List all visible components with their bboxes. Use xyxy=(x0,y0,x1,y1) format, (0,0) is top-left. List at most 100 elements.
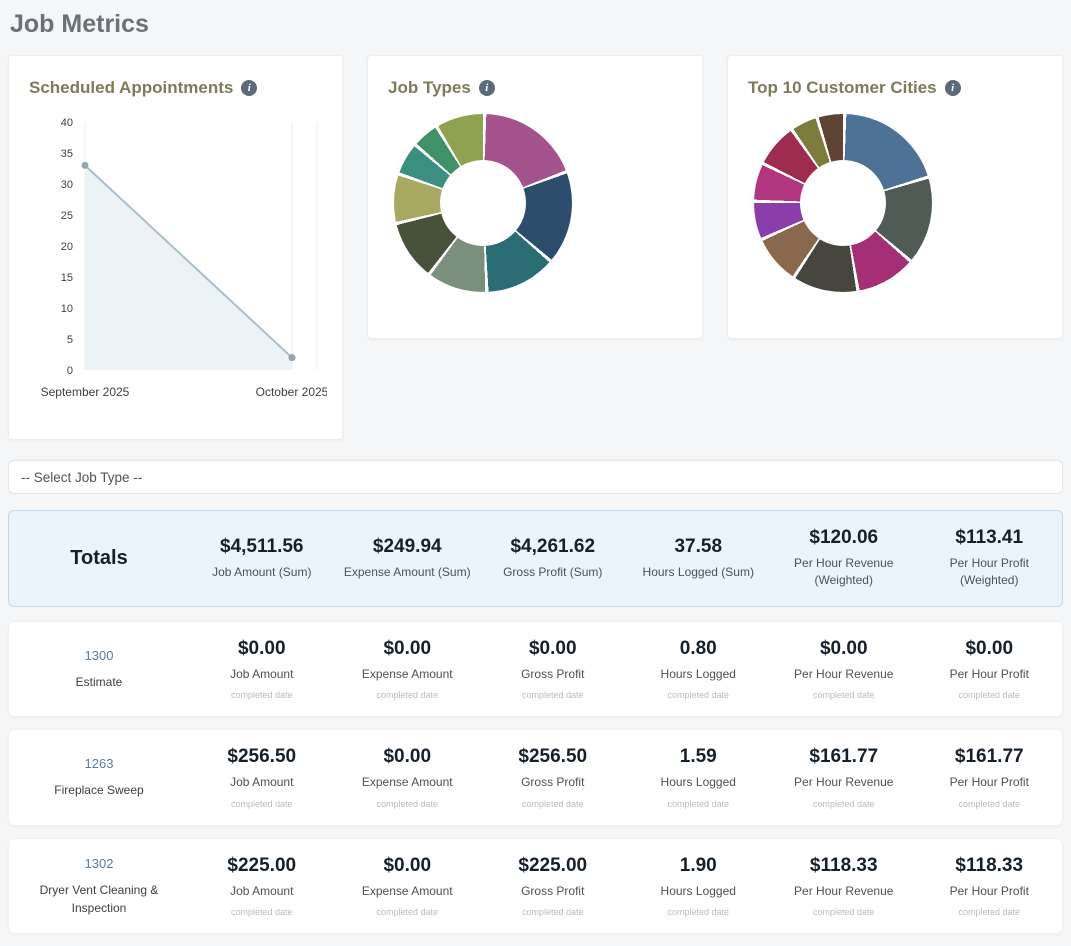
info-icon[interactable]: i xyxy=(478,80,495,96)
row-metric: $161.77 Per Hour Profit completed date xyxy=(917,746,1063,808)
metric-value: $113.41 xyxy=(955,527,1024,548)
job-number-link[interactable]: 1263 xyxy=(84,756,114,772)
metric-value: $0.00 xyxy=(528,637,577,659)
totals-label: Totals xyxy=(70,546,128,569)
metric-value: 1.90 xyxy=(679,854,717,876)
job-types-card: Job Types i xyxy=(367,55,703,339)
metric-value: $256.50 xyxy=(227,746,297,768)
metric-label: Hours Logged xyxy=(660,666,736,681)
job-number-link[interactable]: 1302 xyxy=(84,855,114,871)
metric-sub-label: completed date xyxy=(376,690,439,701)
row-metric: $0.00 Job Amount completed date xyxy=(189,638,335,700)
metric-value: 0.80 xyxy=(679,637,717,659)
metric-sub-label: completed date xyxy=(521,690,584,701)
table-row: 1263 Fireplace Sweep $256.50 Job Amount comp… xyxy=(8,729,1063,826)
row-metric: $0.00 Expense Amount completed date xyxy=(335,638,481,700)
row-metric: $0.00 Gross Profit completed date xyxy=(480,638,626,700)
job-number-link[interactable]: 1300 xyxy=(84,647,114,663)
metric-label: Per Hour Profit xyxy=(949,666,1029,681)
svg-text:5: 5 xyxy=(67,334,73,346)
metric-sub-label: completed date xyxy=(230,690,293,701)
metric-label: Hours Logged xyxy=(660,883,736,898)
metric-value: $161.77 xyxy=(954,746,1024,768)
job-type-select[interactable]: -- Select Job Type -- xyxy=(8,460,1063,494)
metric-sub-label: completed date xyxy=(230,906,293,917)
metric-value: $249.94 xyxy=(372,535,442,557)
metric-sub-label: completed date xyxy=(812,906,875,917)
row-metric: $0.00 Expense Amount completed date xyxy=(335,746,481,808)
svg-text:30: 30 xyxy=(61,179,73,191)
metric-label: Expense Amount xyxy=(361,883,453,898)
svg-text:10: 10 xyxy=(61,303,73,315)
row-metric: $0.00 Per Hour Profit completed date xyxy=(917,638,1063,700)
table-rows: 1300 Estimate $0.00 Job Amount completed dat… xyxy=(8,620,1063,934)
metric-label: Per Hour Revenue xyxy=(794,775,894,790)
metric-sub-label: completed date xyxy=(812,798,875,809)
svg-text:October 2025: October 2025 xyxy=(256,385,327,399)
scheduled-appointments-title: Scheduled Appointments xyxy=(29,78,234,97)
metric-value: $256.50 xyxy=(518,746,588,768)
table-row: 1300 Estimate $0.00 Job Amount completed dat… xyxy=(8,620,1063,718)
row-metric: $118.33 Per Hour Profit completed date xyxy=(917,855,1063,917)
metric-label: Hours Logged (Sum) xyxy=(642,564,754,579)
metric-label: Job Amount xyxy=(230,666,294,681)
metric-label: Per Hour Profit xyxy=(949,883,1029,898)
metric-value: $0.00 xyxy=(383,637,432,659)
metric-label: Per Hour Revenue xyxy=(794,666,894,681)
svg-text:15: 15 xyxy=(61,272,73,284)
row-metric: $161.77 Per Hour Revenue completed date xyxy=(771,746,917,808)
totals-metric: $4,511.56 Job Amount (Sum) xyxy=(189,536,335,581)
svg-text:0: 0 xyxy=(67,365,73,377)
metric-label: Gross Profit xyxy=(521,775,585,790)
scheduled-appointments-card: Scheduled Appointments i 0 5 10 15 20 25 30 35 4… xyxy=(8,55,343,440)
metric-value: $4,261.62 xyxy=(510,535,596,557)
row-metric: 1.59 Hours Logged completed date xyxy=(626,746,772,808)
job-types-title: Job Types xyxy=(388,78,471,97)
metric-value: $225.00 xyxy=(518,854,588,876)
metric-value: $0.00 xyxy=(237,637,286,659)
svg-text:25: 25 xyxy=(61,210,73,222)
metric-value: 1.59 xyxy=(679,746,717,768)
job-name: Fireplace Sweep xyxy=(54,783,144,798)
metric-sub-label: completed date xyxy=(812,690,875,701)
metric-value: $0.00 xyxy=(383,746,432,768)
job-cell: 1300 Estimate xyxy=(9,647,189,691)
metric-label: Job Amount xyxy=(230,883,294,898)
metric-sub-label: completed date xyxy=(667,690,730,701)
job-cell: 1263 Fireplace Sweep xyxy=(9,755,189,799)
metric-value: $118.33 xyxy=(809,854,878,876)
metric-value: $0.00 xyxy=(819,637,868,659)
metric-sub-label: completed date xyxy=(667,906,730,917)
table-row: 1302 Dryer Vent Cleaning & Inspection $225… xyxy=(8,837,1063,934)
metric-sub-label: completed date xyxy=(667,798,730,809)
customer-cities-card: Top 10 Customer Cities i xyxy=(727,55,1063,339)
row-metric: $118.33 Per Hour Revenue completed date xyxy=(771,855,917,917)
metric-sub-label: completed date xyxy=(521,906,584,917)
metric-label: Gross Profit (Sum) xyxy=(503,564,603,579)
metric-label: Job Amount xyxy=(230,775,294,790)
metric-value: 37.58 xyxy=(674,535,723,557)
metric-label: Per Hour Revenue xyxy=(794,883,894,898)
metric-sub-label: completed date xyxy=(376,906,439,917)
info-icon[interactable]: i xyxy=(944,80,961,96)
info-icon[interactable]: i xyxy=(241,80,258,96)
metric-value: $161.77 xyxy=(809,746,879,768)
job-cell: 1302 Dryer Vent Cleaning & Inspection xyxy=(9,855,189,917)
row-metric: $225.00 Gross Profit completed date xyxy=(480,855,626,917)
metric-label: Hours Logged xyxy=(660,775,736,790)
job-type-select-value: -- Select Job Type -- xyxy=(21,469,143,485)
metric-label: Gross Profit xyxy=(521,883,585,898)
metric-sub-label: completed date xyxy=(958,690,1021,701)
metric-label: Gross Profit xyxy=(521,666,585,681)
metric-label: Per Hour Profit (Weighted) xyxy=(949,556,1029,588)
row-metric: $256.50 Gross Profit completed date xyxy=(480,746,626,808)
appointments-chart-svg: 0 5 10 15 20 25 30 35 40 September 2025 October 20… xyxy=(41,117,329,399)
metric-label: Job Amount (Sum) xyxy=(212,564,312,579)
metric-label: Per Hour Revenue (Weighted) xyxy=(794,556,894,588)
row-metric: $225.00 Job Amount completed date xyxy=(189,855,335,917)
metric-label: Per Hour Profit xyxy=(949,775,1029,790)
job-name: Dryer Vent Cleaning & Inspection xyxy=(39,882,159,915)
metric-label: Expense Amount xyxy=(361,775,453,790)
row-metric: 0.80 Hours Logged completed date xyxy=(626,638,772,700)
totals-row: Totals $4,511.56 Job Amount (Sum) $249.94 E… xyxy=(8,510,1063,607)
